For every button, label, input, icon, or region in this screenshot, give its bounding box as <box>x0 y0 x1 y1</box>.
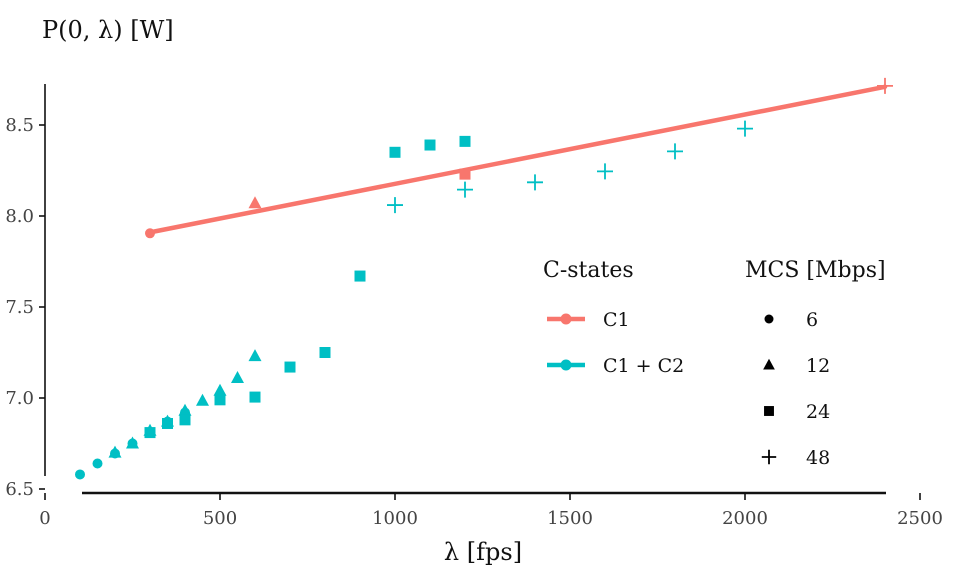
data-point-square <box>319 347 331 358</box>
y-tick-label: 7.5 <box>5 297 34 318</box>
x-tick-label: 1000 <box>372 508 418 529</box>
legend-shape-triangle <box>763 358 775 370</box>
data-point-triangle <box>178 403 192 416</box>
y-tick-label: 8.0 <box>5 206 34 227</box>
legend-color-dot <box>560 359 572 371</box>
legend-shape-label: 24 <box>806 401 830 423</box>
x-tick-label: 2500 <box>897 508 943 529</box>
data-point-circle <box>145 228 155 239</box>
data-point-square <box>144 427 156 439</box>
data-point-square <box>249 391 261 403</box>
data-point-circle <box>92 458 103 469</box>
x-tick-label: 1500 <box>547 508 593 529</box>
y-tick-label: 7.0 <box>5 388 34 409</box>
data-point-triangle <box>126 436 139 449</box>
chart-marks <box>75 77 893 480</box>
legend-color-items: C1 C1 + C2 <box>547 309 684 377</box>
legend-shape-label: 6 <box>806 309 818 331</box>
y-axis-label: P(0, λ) [W] <box>42 16 174 44</box>
data-point-square <box>424 139 436 151</box>
data-point-square <box>354 270 366 282</box>
legend-shape-title: MCS [Mbps] <box>745 258 886 283</box>
x-axis-label: λ [fps] <box>444 538 522 566</box>
x-tick-label: 0 <box>39 508 50 529</box>
data-point-square <box>389 146 401 158</box>
legend-color-label: C1 <box>603 309 630 331</box>
data-point-triangle <box>248 196 262 209</box>
legend-shape-label: 48 <box>806 447 830 469</box>
y-tick-label: 8.5 <box>5 115 34 136</box>
legend-shape-circle <box>764 314 774 324</box>
data-point-triangle <box>248 349 262 362</box>
data-point-plus <box>877 77 893 94</box>
data-point-circle <box>75 469 85 480</box>
y-tick-label: 6.5 <box>5 479 34 500</box>
data-point-plus <box>737 120 753 137</box>
legend-shape-label: 12 <box>806 355 830 377</box>
legend-shape-plus <box>761 449 777 465</box>
data-point-square <box>214 394 226 406</box>
data-point-triangle <box>196 393 209 406</box>
legend-color-label: C1 + C2 <box>603 355 684 377</box>
x-tick-label: 500 <box>203 508 237 529</box>
legend-shape-items: 6 12 24 48 <box>761 309 830 469</box>
data-point-triangle <box>213 383 227 396</box>
data-point-plus <box>387 197 403 214</box>
legend: C-states MCS [Mbps] C1 C1 + C2 6 12 24 48 <box>543 258 886 469</box>
data-point-square <box>459 168 471 180</box>
data-point-square <box>179 414 191 426</box>
axes: 6.5 7.0 7.5 8.0 8.5 0 500 1000 1500 2000 2500 <box>5 84 943 529</box>
data-point-plus <box>457 181 473 198</box>
data-point-plus <box>597 163 613 180</box>
data-point-plus <box>527 174 543 191</box>
data-point-square <box>162 417 173 429</box>
data-point-triangle <box>231 370 244 383</box>
data-point-plus <box>667 143 683 160</box>
data-point-triangle <box>108 445 122 458</box>
data-point-square <box>284 361 296 373</box>
legend-shape-square <box>764 406 774 416</box>
data-point-square <box>459 135 471 147</box>
x-tick-label: 2000 <box>722 508 768 529</box>
legend-color-title: C-states <box>543 258 634 283</box>
fit-line-c1 <box>147 84 888 235</box>
legend-color-dot <box>560 313 572 325</box>
